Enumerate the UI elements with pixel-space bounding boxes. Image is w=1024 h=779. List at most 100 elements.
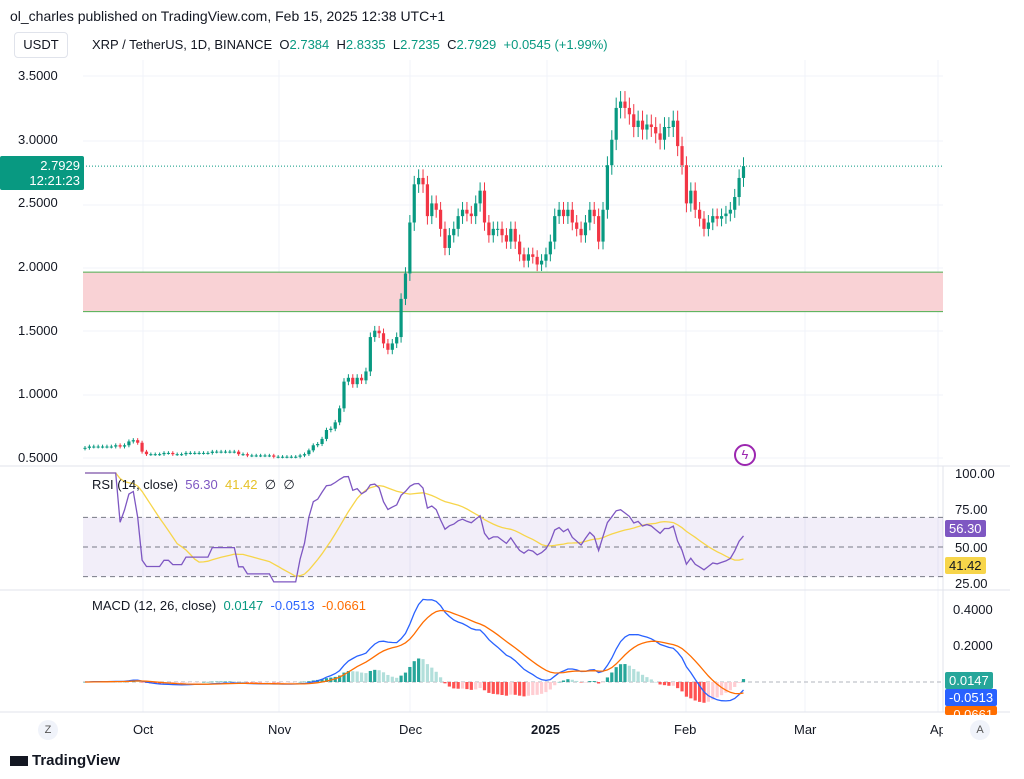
macd-histogram-bar xyxy=(680,682,684,692)
candle-body xyxy=(118,445,122,447)
candle-body xyxy=(381,333,386,344)
macd-signal-value: -0.0661 xyxy=(321,598,366,613)
candle-body xyxy=(474,203,478,217)
tradingview-logo-text: TradingView xyxy=(32,752,121,769)
lightning-event-icon[interactable]: ϟ xyxy=(734,444,756,466)
symbol-title[interactable]: XRP / TetherUS, 1D, BINANCE xyxy=(92,37,273,52)
macd-histogram-bar xyxy=(706,682,710,702)
macd-histogram-bar xyxy=(197,682,201,683)
macd-histogram-bar xyxy=(210,681,214,683)
candle-body xyxy=(114,445,118,447)
candle-body xyxy=(482,190,487,223)
macd-histogram-bar xyxy=(338,675,342,682)
candle-body xyxy=(342,381,346,409)
price-axis-label: 2.0000 xyxy=(18,259,58,275)
candle-body xyxy=(188,452,192,454)
candle-body xyxy=(171,452,175,455)
candle-body xyxy=(570,209,574,223)
candle-body xyxy=(711,216,715,223)
macd-histogram-bar xyxy=(482,682,487,691)
candle-body xyxy=(487,222,491,236)
candle-body xyxy=(338,408,342,423)
candle-body xyxy=(627,107,631,115)
candle-body xyxy=(671,120,675,128)
candle-body xyxy=(632,114,636,128)
macd-histogram-bar xyxy=(741,679,746,682)
candle-body xyxy=(676,120,680,147)
timezone-button[interactable]: Z xyxy=(38,720,58,740)
macd-histogram-bar xyxy=(671,682,675,686)
price-axis-label: 3.0000 xyxy=(18,131,58,147)
macd-histogram-bar xyxy=(153,682,157,684)
candle-body xyxy=(346,377,350,382)
candle-body xyxy=(359,377,364,381)
candle-body xyxy=(478,190,482,204)
macd-histogram-bar xyxy=(452,682,456,689)
bar-countdown: 12:21:23 xyxy=(29,173,80,188)
candle-body xyxy=(311,445,315,451)
macd-title[interactable]: MACD (12, 26, close) xyxy=(92,598,217,613)
candle-body xyxy=(289,456,293,458)
candle-body xyxy=(425,184,430,217)
macd-histogram-bar xyxy=(548,682,552,690)
candle-body xyxy=(92,446,96,448)
macd-histogram-bar xyxy=(610,672,614,682)
macd-histogram-bar xyxy=(583,682,588,683)
candle-body xyxy=(259,455,263,457)
rsi-value: 56.30 xyxy=(185,477,218,492)
macd-histogram-bar xyxy=(320,679,324,682)
candle-body xyxy=(179,454,184,456)
candle-body xyxy=(166,452,171,454)
macd-histogram-bar xyxy=(298,681,302,683)
candle-body xyxy=(605,165,610,210)
candle-body xyxy=(623,101,627,108)
macd-histogram-bar xyxy=(715,682,719,698)
candle-body xyxy=(223,451,228,453)
change-value: +0.0545 (+1.99%) xyxy=(503,37,608,52)
macd-histogram-bar xyxy=(719,682,724,696)
candle-body xyxy=(592,209,596,217)
macd-histogram-bar xyxy=(425,664,430,682)
macd-histogram-bar xyxy=(513,682,517,695)
macd-histogram-bar xyxy=(285,682,289,683)
auto-scale-button[interactable]: A xyxy=(970,720,990,740)
tradingview-logo: TradingView xyxy=(10,752,120,769)
macd-histogram-bar xyxy=(733,682,737,687)
macd-histogram-bar xyxy=(272,682,276,683)
macd-histogram-bar xyxy=(728,682,732,691)
macd-histogram-bar xyxy=(689,682,693,699)
candle-body xyxy=(417,177,421,185)
candle-body xyxy=(153,454,157,456)
macd-histogram-bar xyxy=(421,659,425,682)
candle-body xyxy=(280,456,285,458)
rsi-title[interactable]: RSI (14, close) xyxy=(92,477,178,492)
macd-hist-value: 0.0147 xyxy=(223,598,264,613)
candle-body xyxy=(443,228,447,248)
rsi-legend: RSI (14, close) 56.30 41.42 ∅ ∅ xyxy=(92,477,295,493)
candle-body xyxy=(447,235,451,248)
macd-histogram-bar xyxy=(632,669,636,682)
macd-histogram-bar xyxy=(434,671,438,682)
candle-body xyxy=(403,273,408,299)
macd-histogram-bar xyxy=(232,681,236,682)
candle-body xyxy=(333,422,337,429)
low-value: 2.7235 xyxy=(400,37,440,52)
tradingview-logo-icon xyxy=(10,756,28,767)
candle-body xyxy=(395,337,399,344)
macd-line xyxy=(84,598,744,702)
candle-body xyxy=(531,254,535,257)
candle-body xyxy=(232,451,236,453)
currency-button[interactable]: USDT xyxy=(14,32,68,58)
candle-body xyxy=(131,440,135,442)
macd-histogram-bar xyxy=(390,676,394,682)
candle-body xyxy=(175,454,179,456)
macd-histogram-bar xyxy=(399,675,403,682)
macd-histogram-bar xyxy=(215,681,219,683)
candle-body xyxy=(355,377,359,385)
candle-body xyxy=(412,184,416,223)
candle-body xyxy=(504,235,509,242)
candle-body xyxy=(460,209,465,217)
candle-body xyxy=(122,445,127,447)
macd-histogram-bar xyxy=(280,682,285,683)
